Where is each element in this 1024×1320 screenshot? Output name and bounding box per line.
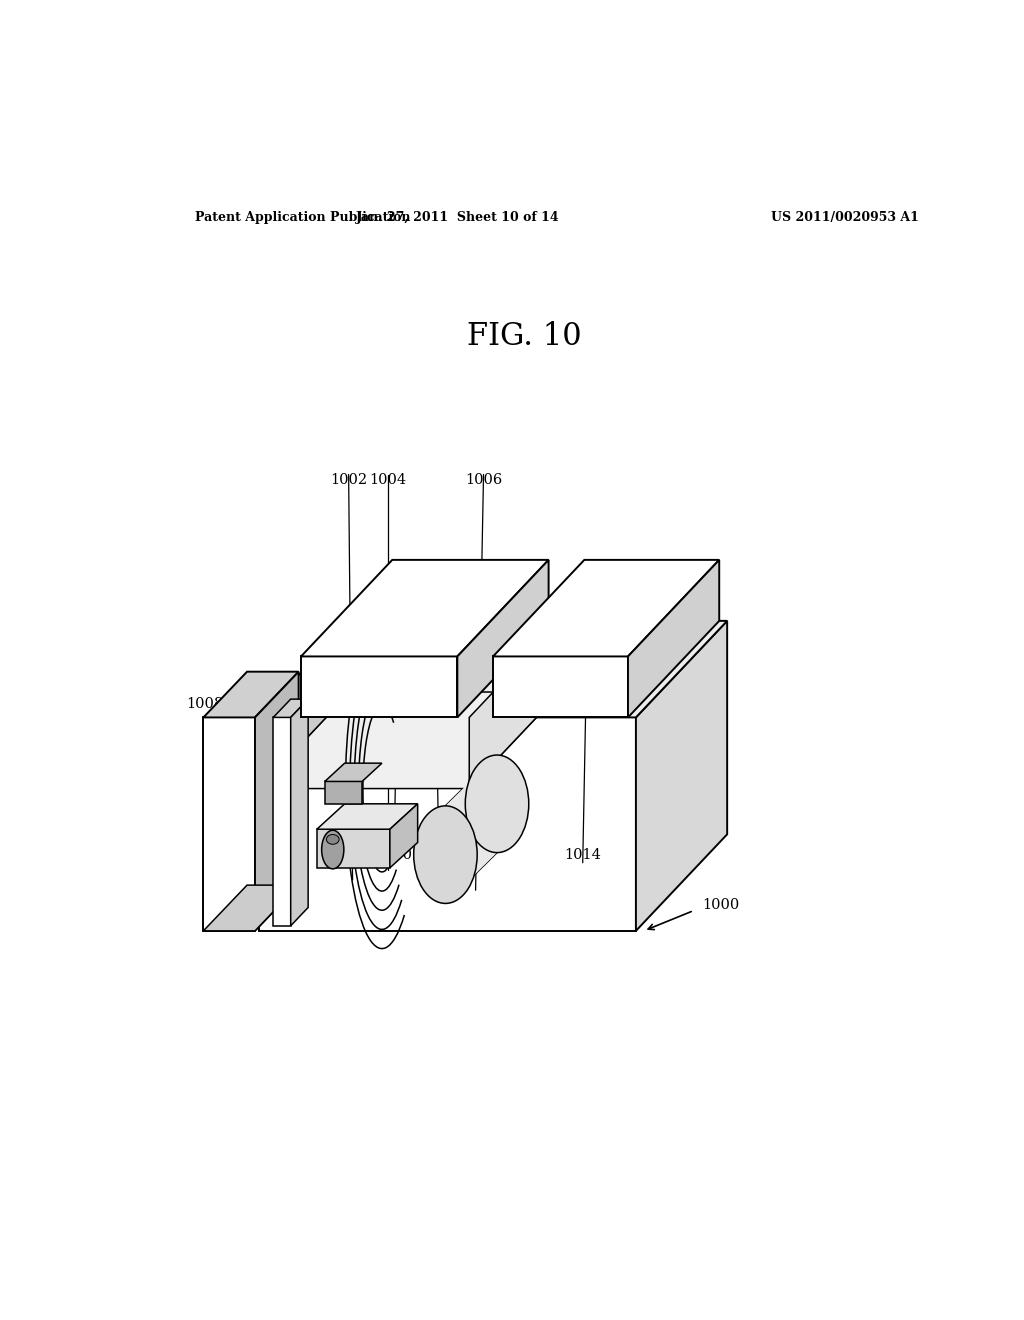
Polygon shape — [325, 763, 382, 781]
Text: 1012: 1012 — [421, 847, 458, 862]
Ellipse shape — [327, 834, 339, 845]
Polygon shape — [469, 620, 560, 788]
Polygon shape — [204, 718, 255, 931]
Polygon shape — [255, 672, 299, 931]
Text: Patent Application Publication: Patent Application Publication — [196, 211, 411, 224]
Polygon shape — [301, 656, 458, 718]
Polygon shape — [259, 620, 727, 718]
Polygon shape — [204, 886, 299, 931]
Text: 1014: 1014 — [564, 847, 601, 862]
Polygon shape — [390, 804, 418, 867]
Polygon shape — [316, 829, 390, 867]
Polygon shape — [458, 560, 549, 718]
Text: Jan. 27, 2011  Sheet 10 of 14: Jan. 27, 2011 Sheet 10 of 14 — [355, 211, 559, 224]
Text: FIG. 10: FIG. 10 — [468, 321, 582, 351]
Polygon shape — [636, 620, 727, 931]
Polygon shape — [494, 560, 719, 656]
Polygon shape — [259, 620, 350, 788]
Polygon shape — [273, 700, 308, 718]
Polygon shape — [628, 560, 719, 718]
Polygon shape — [301, 560, 549, 656]
Ellipse shape — [465, 755, 528, 853]
Polygon shape — [259, 692, 560, 788]
Polygon shape — [445, 755, 497, 903]
Text: 1006: 1006 — [465, 473, 502, 487]
Text: 1008: 1008 — [186, 697, 223, 711]
Ellipse shape — [414, 805, 477, 903]
Text: US 2011/0020953 A1: US 2011/0020953 A1 — [771, 211, 919, 224]
Polygon shape — [494, 656, 628, 718]
Text: 1000: 1000 — [701, 899, 739, 912]
Polygon shape — [325, 781, 362, 804]
Text: 1004: 1004 — [369, 473, 407, 487]
Polygon shape — [291, 700, 308, 925]
Text: 1010: 1010 — [376, 847, 413, 862]
Polygon shape — [259, 718, 636, 931]
Polygon shape — [273, 718, 291, 925]
Ellipse shape — [322, 830, 344, 869]
Polygon shape — [316, 804, 418, 829]
Polygon shape — [204, 672, 299, 718]
Text: 1002: 1002 — [330, 473, 368, 487]
